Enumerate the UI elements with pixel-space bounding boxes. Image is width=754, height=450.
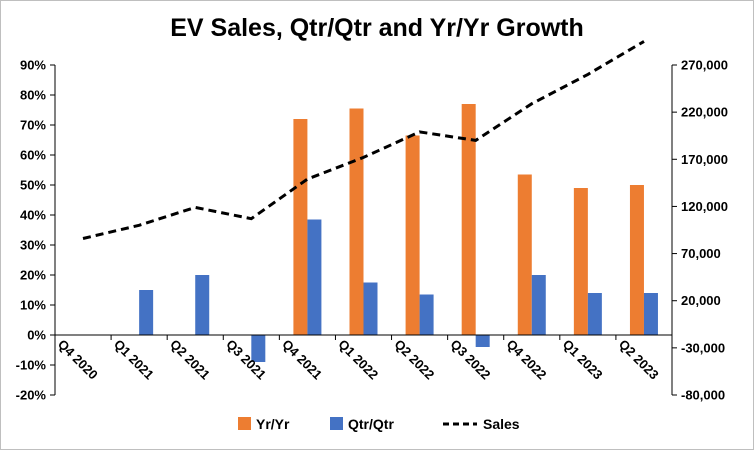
- legend-label-yr-yr: Yr/Yr: [256, 416, 290, 432]
- y-right-tick-label: -30,000: [681, 340, 725, 355]
- bar-yr-yr: [461, 104, 476, 335]
- y-left-tick-label: 30%: [20, 238, 46, 253]
- bar-qtr-qtr: [139, 290, 154, 335]
- x-tick-label: Q1 2021: [111, 337, 157, 383]
- bar-yr-yr: [629, 185, 644, 335]
- x-tick-label: Q1 2023: [560, 337, 606, 383]
- x-tick-label: Q4 2021: [279, 337, 325, 383]
- bar-yr-yr: [573, 188, 588, 335]
- x-tick-label: Q2 2021: [167, 337, 213, 383]
- axes-layer: [50, 64, 677, 396]
- bar-yr-yr: [517, 174, 532, 335]
- y-right-tick-label: 120,000: [681, 199, 728, 214]
- y-left-tick-label: -10%: [16, 358, 47, 373]
- bar-qtr-qtr: [195, 275, 210, 335]
- y-left-tick-label: 60%: [20, 148, 46, 163]
- x-tick-label: Q4 2022: [504, 337, 550, 383]
- y-right-tick-label: 220,000: [681, 105, 728, 120]
- y-left-tick-label: 70%: [20, 118, 46, 133]
- bar-qtr-qtr: [643, 293, 658, 335]
- bar-qtr-qtr: [307, 219, 322, 335]
- line-layer: [82, 40, 645, 240]
- bar-qtr-qtr: [419, 294, 434, 335]
- y-right-tick-label: 20,000: [681, 293, 721, 308]
- bar-yr-yr: [349, 108, 364, 335]
- x-tick-label: Q4 2020: [55, 337, 101, 383]
- x-tick-label: Q2 2023: [616, 337, 662, 383]
- bar-qtr-qtr: [251, 335, 266, 362]
- bar-qtr-qtr: [363, 282, 378, 335]
- legend: Yr/Yr Qtr/Qtr Sales: [238, 416, 520, 432]
- bar-qtr-qtr: [475, 335, 490, 347]
- x-tick-label: Q2 2022: [391, 337, 437, 383]
- bar-qtr-qtr: [587, 293, 602, 335]
- legend-label-sales: Sales: [483, 416, 520, 432]
- legend-label-qtr-qtr: Qtr/Qtr: [348, 416, 394, 432]
- bar-yr-yr: [293, 119, 308, 335]
- sales-line: [82, 40, 645, 240]
- bars-layer: [139, 104, 658, 362]
- y-left-tick-label: -20%: [16, 388, 47, 403]
- bar-yr-yr: [405, 135, 420, 335]
- y-left-tick-label: 0%: [27, 328, 46, 343]
- bar-qtr-qtr: [531, 275, 546, 335]
- y-left-tick-label: 90%: [20, 58, 46, 73]
- y-right-tick-label: 170,000: [681, 152, 728, 167]
- chart-title: EV Sales, Qtr/Qtr and Yr/Yr Growth: [170, 14, 584, 42]
- y-right-tick-label: -80,000: [681, 388, 725, 403]
- y-left-tick-label: 20%: [20, 268, 46, 283]
- x-tick-label: Q1 2022: [335, 337, 381, 383]
- legend-swatch-qtr-qtr: [330, 417, 343, 430]
- y-right-tick-label: 70,000: [681, 246, 721, 261]
- legend-swatch-yr-yr: [238, 417, 251, 430]
- y-left-tick-label: 50%: [20, 178, 46, 193]
- y-left-tick-label: 40%: [20, 208, 46, 223]
- y-right-tick-label: 270,000: [681, 58, 728, 73]
- y-left-tick-label: 80%: [20, 88, 46, 103]
- y-left-tick-label: 10%: [20, 298, 46, 313]
